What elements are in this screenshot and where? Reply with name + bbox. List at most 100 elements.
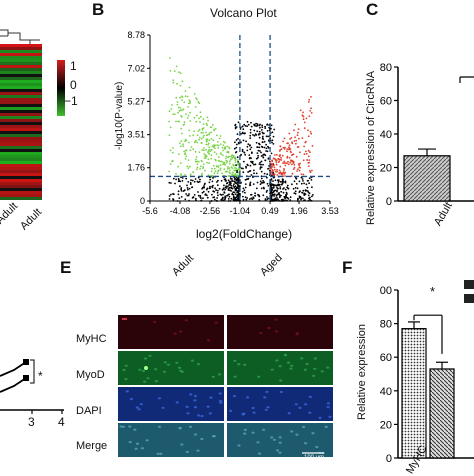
volcano-point (195, 156, 198, 158)
volcano-point (183, 150, 185, 153)
volcano-point (177, 178, 180, 180)
volcano-point (234, 141, 236, 144)
volcano-point (230, 190, 232, 192)
volcano-point (266, 189, 268, 192)
volcano-point (198, 128, 201, 131)
volcano-point (211, 175, 214, 178)
volcano-point (186, 184, 188, 187)
volcano-point (237, 141, 240, 144)
heatmap-row (0, 47, 42, 50)
volcano-point (251, 162, 254, 165)
volcano-point (238, 185, 241, 188)
volcano-point (181, 180, 184, 182)
micro-nucleus (179, 330, 183, 333)
volcano-point (277, 180, 280, 183)
heatmap-row (0, 119, 42, 122)
volcano-point (235, 164, 238, 167)
volcano-point (237, 137, 239, 140)
volcano-point (272, 180, 274, 183)
micro-nucleus (185, 450, 189, 453)
heatmap-row (0, 128, 42, 131)
volcano-point (241, 148, 244, 151)
volcano-point (252, 196, 255, 199)
volcano-point (176, 82, 178, 85)
volcano-point (229, 172, 231, 175)
volcano-point (269, 184, 272, 187)
volcano-point (265, 147, 268, 150)
volcano-point (206, 116, 209, 119)
panel-c-bar-adult (403, 155, 451, 202)
volcano-point (296, 170, 298, 172)
volcano-point (232, 191, 235, 194)
volcano-point (258, 136, 261, 139)
volcano-point (188, 193, 190, 195)
heatmap-row (0, 191, 42, 194)
volcano-point (249, 137, 252, 139)
panel-d-sig-bracket (30, 359, 35, 384)
volcano-point (187, 106, 189, 108)
heatmap-row (0, 179, 42, 182)
heatmap-row (0, 89, 42, 92)
volcano-point (310, 112, 313, 114)
volcano-point (215, 153, 218, 155)
volcano-point (236, 174, 239, 177)
panel-f-sig-bracket (413, 314, 443, 354)
micro-cell-r1-c1 (118, 315, 224, 349)
volcano-point (184, 153, 187, 156)
panel-f-y-tick-label: 60 (380, 352, 392, 364)
volcano-point (195, 168, 198, 171)
volcano-point (197, 161, 200, 163)
volcano-point (180, 115, 182, 117)
volcano-point (308, 192, 311, 195)
volcano-point (199, 121, 201, 123)
volcano-point (235, 139, 238, 141)
volcano-point (298, 180, 301, 183)
micro-nucleus (278, 451, 282, 454)
volcano-point (226, 194, 229, 197)
volcano-point (199, 178, 201, 181)
volcano-point (188, 187, 191, 190)
volcano-point (260, 177, 263, 180)
heatmap-row (0, 182, 42, 185)
volcano-point (297, 146, 300, 148)
volcano-point (220, 153, 223, 156)
volcano-point (170, 108, 173, 110)
volcano-point (242, 128, 245, 131)
volcano-point (200, 174, 203, 177)
volcano-point (189, 100, 191, 103)
volcano-point (184, 198, 187, 201)
volcano-x-tick-label: -5.6 (142, 206, 158, 216)
volcano-point (264, 159, 267, 162)
volcano-point (216, 184, 219, 187)
volcano-point (291, 183, 293, 186)
volcano-point (178, 71, 180, 74)
volcano-point (271, 164, 274, 166)
volcano-point (266, 196, 268, 198)
heatmap-row (0, 98, 42, 101)
volcano-point (185, 193, 187, 195)
volcano-point (307, 149, 310, 152)
volcano-point (193, 116, 196, 119)
volcano-point (304, 193, 307, 196)
volcano-point (311, 169, 313, 172)
volcano-point (234, 185, 237, 188)
volcano-point (276, 189, 278, 192)
volcano-point (285, 191, 288, 194)
volcano-point (208, 152, 211, 155)
volcano-point (259, 168, 262, 170)
micro-nucleus (128, 441, 132, 444)
volcano-point (249, 134, 252, 137)
volcano-point (216, 165, 218, 167)
volcano-point (172, 81, 175, 84)
volcano-point (305, 150, 307, 153)
volcano-point (236, 171, 238, 174)
volcano-point (219, 167, 222, 170)
colorbar-tick-low: −1 (64, 94, 78, 108)
volcano-point (289, 148, 292, 150)
volcano-point (278, 169, 281, 172)
volcano-point (258, 146, 261, 149)
volcano-point (294, 136, 296, 139)
volcano-point (205, 122, 208, 125)
volcano-point (228, 167, 231, 170)
panel-letter-c: C (366, 0, 379, 19)
